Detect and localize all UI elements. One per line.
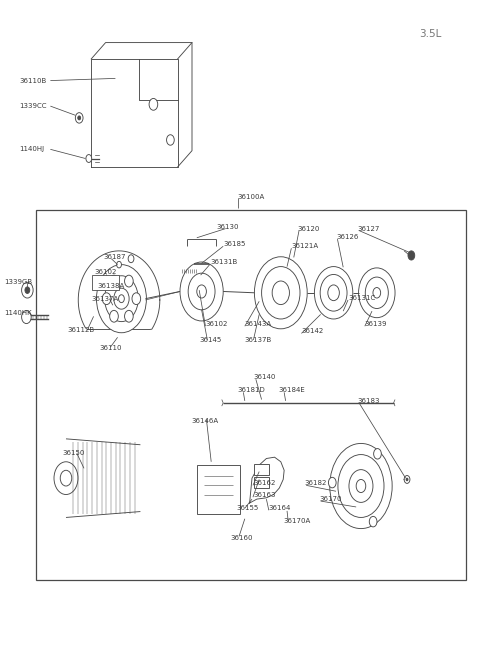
Circle shape (167, 135, 174, 145)
Text: 36110B: 36110B (19, 77, 47, 84)
Circle shape (406, 478, 408, 481)
Text: 36140: 36140 (253, 374, 276, 381)
Text: 36170: 36170 (319, 496, 342, 502)
Circle shape (356, 479, 366, 493)
Text: 36110: 36110 (100, 345, 122, 352)
Ellipse shape (122, 252, 140, 266)
Text: 36121A: 36121A (291, 243, 319, 250)
Circle shape (22, 282, 33, 298)
Text: 36100A: 36100A (238, 193, 265, 200)
Text: 36146A: 36146A (191, 417, 218, 424)
Circle shape (102, 293, 111, 305)
Text: 36137B: 36137B (245, 337, 272, 343)
Circle shape (349, 470, 373, 502)
Text: 36131C: 36131C (348, 295, 375, 301)
Circle shape (125, 310, 133, 322)
Text: 36142: 36142 (301, 328, 324, 335)
Text: 36145: 36145 (199, 337, 221, 343)
Circle shape (262, 267, 300, 319)
Text: 36170A: 36170A (283, 517, 311, 524)
Circle shape (117, 261, 121, 268)
Text: 36137A: 36137A (91, 295, 119, 302)
Circle shape (328, 477, 336, 488)
Text: 36139: 36139 (365, 321, 387, 328)
Ellipse shape (60, 439, 72, 517)
Text: 36112B: 36112B (67, 327, 95, 333)
Circle shape (109, 310, 118, 322)
Text: 36130: 36130 (216, 224, 239, 231)
Text: 36160: 36160 (230, 535, 253, 542)
Text: 36164: 36164 (269, 505, 291, 512)
Circle shape (109, 275, 119, 287)
Circle shape (86, 155, 92, 162)
Circle shape (54, 462, 78, 495)
Text: 36102: 36102 (205, 321, 228, 328)
Text: 36162: 36162 (253, 480, 276, 487)
Circle shape (254, 257, 307, 329)
Bar (36, 210, 466, 580)
Circle shape (75, 113, 83, 123)
Text: 36183: 36183 (358, 398, 380, 404)
Circle shape (132, 293, 141, 305)
Circle shape (60, 470, 72, 486)
Circle shape (188, 273, 215, 310)
Text: 1140HK: 1140HK (4, 310, 32, 316)
Circle shape (105, 276, 138, 322)
Circle shape (330, 443, 392, 529)
Circle shape (22, 310, 31, 324)
Text: 36182: 36182 (305, 480, 327, 487)
Text: 36126: 36126 (336, 234, 359, 240)
Circle shape (373, 449, 381, 459)
Circle shape (96, 265, 146, 333)
Circle shape (114, 288, 129, 309)
Text: 36181D: 36181D (238, 387, 265, 394)
Circle shape (373, 288, 381, 298)
Text: 1339CC: 1339CC (19, 103, 47, 109)
Text: 1140HJ: 1140HJ (19, 146, 44, 153)
Text: 36187: 36187 (103, 253, 126, 260)
Text: 36127: 36127 (358, 225, 380, 232)
Circle shape (128, 255, 134, 263)
Bar (92, 275, 119, 290)
Text: 36138A: 36138A (97, 282, 124, 289)
Circle shape (119, 295, 124, 303)
Circle shape (125, 275, 133, 287)
Circle shape (365, 277, 388, 309)
Circle shape (404, 476, 410, 483)
Bar (254, 464, 269, 475)
Bar (197, 465, 240, 514)
Text: 36184E: 36184E (278, 387, 305, 394)
Circle shape (320, 274, 347, 311)
Text: 36163: 36163 (253, 492, 276, 498)
Circle shape (25, 287, 30, 293)
Bar (254, 477, 269, 488)
Circle shape (369, 516, 377, 527)
Text: 1339GB: 1339GB (4, 278, 32, 285)
Circle shape (359, 268, 395, 318)
Circle shape (314, 267, 353, 319)
Text: 36155: 36155 (236, 505, 258, 512)
Circle shape (149, 98, 158, 110)
Text: 36185: 36185 (223, 241, 246, 248)
Circle shape (338, 455, 384, 517)
Text: 36131B: 36131B (210, 259, 238, 265)
Text: 36143A: 36143A (245, 321, 272, 328)
Circle shape (408, 251, 415, 260)
Circle shape (272, 281, 289, 305)
Circle shape (197, 285, 206, 298)
Text: 36102: 36102 (94, 269, 117, 276)
Text: 36120: 36120 (298, 225, 320, 232)
Circle shape (328, 285, 339, 301)
Text: 3.5L: 3.5L (419, 29, 442, 39)
Ellipse shape (135, 445, 145, 512)
Circle shape (78, 116, 81, 120)
Text: 36150: 36150 (62, 450, 85, 457)
Circle shape (180, 262, 223, 321)
